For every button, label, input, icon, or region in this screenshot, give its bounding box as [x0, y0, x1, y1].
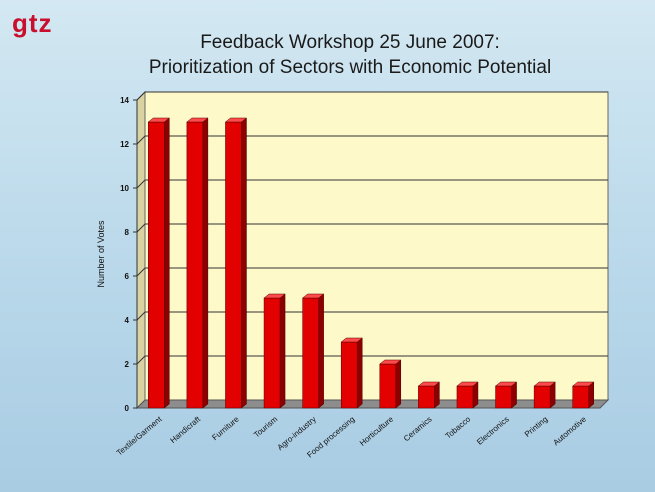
bar [302, 297, 319, 409]
x-tick-label: Furniture [210, 414, 241, 442]
bar [418, 385, 435, 409]
y-tick-label: 10 [120, 184, 129, 193]
y-tick-label: 8 [125, 228, 130, 237]
bar-top [494, 381, 518, 387]
x-tick-label: Horticulture [358, 414, 396, 448]
bar-top [533, 381, 556, 387]
bar [340, 341, 358, 409]
bar-top [456, 381, 479, 387]
y-tick-label: 0 [125, 404, 130, 413]
bar-side [549, 381, 556, 409]
bar [186, 121, 204, 409]
x-tick-label: Tourism [252, 414, 279, 439]
bar-top [571, 381, 595, 387]
bar-side [511, 381, 517, 409]
bar [263, 297, 281, 409]
gridline-side [136, 135, 146, 145]
bar-top [379, 359, 402, 365]
bar [148, 121, 165, 409]
x-tick-label: Ceramics [402, 415, 434, 444]
bar-side [472, 381, 479, 409]
chart-title: Feedback Workshop 25 June 2007: Prioriti… [60, 30, 640, 80]
chart-title-line-2: Prioritization of Sectors with Economic … [148, 57, 552, 78]
bar-side [241, 117, 247, 409]
gridline-side [136, 91, 146, 101]
plot-floor [135, 399, 610, 409]
bar-side [434, 381, 440, 409]
gtz-logo: gtz [12, 8, 53, 38]
bar-side [318, 293, 324, 409]
gridline-side [136, 355, 146, 365]
gridline-side [136, 179, 146, 189]
plot-area [144, 91, 609, 401]
x-tick-label: Textile/Garment [115, 414, 164, 457]
bar [572, 385, 589, 409]
x-tick-label: Printing [523, 415, 550, 439]
bar-top [340, 337, 363, 343]
bar-top [417, 381, 441, 387]
y-axis-label: Number of Votes [96, 220, 106, 288]
bar [533, 385, 551, 409]
gridline-side [136, 311, 146, 321]
bar-side [164, 117, 170, 409]
gridline-side [136, 267, 146, 277]
y-tick-label: 2 [125, 360, 130, 369]
gridline-side [136, 223, 146, 233]
bar [379, 363, 397, 409]
bar-side [279, 293, 286, 409]
x-tick-label: Automotive [552, 414, 589, 447]
bar-side [202, 117, 209, 409]
x-tick-label: Handicraft [168, 414, 202, 445]
bar-top [224, 117, 248, 123]
x-tick-label: Tobacco [444, 414, 473, 440]
bar-top [301, 293, 325, 299]
bar-side [588, 381, 594, 409]
bar-top [186, 117, 209, 123]
bar-top [263, 293, 286, 299]
bar-top [147, 117, 171, 123]
bar-side [395, 359, 402, 409]
y-tick-label: 14 [120, 96, 129, 105]
bar [456, 385, 474, 409]
chart-title-line-1: Feedback Workshop 25 June 2007: [200, 32, 500, 53]
y-tick-label: 6 [125, 272, 130, 281]
y-tick-label: 4 [125, 316, 130, 325]
bar [495, 385, 512, 409]
bar [225, 121, 242, 409]
bar-side [356, 337, 363, 409]
y-tick-label: 12 [120, 140, 129, 149]
x-tick-label: Electronics [475, 415, 511, 447]
